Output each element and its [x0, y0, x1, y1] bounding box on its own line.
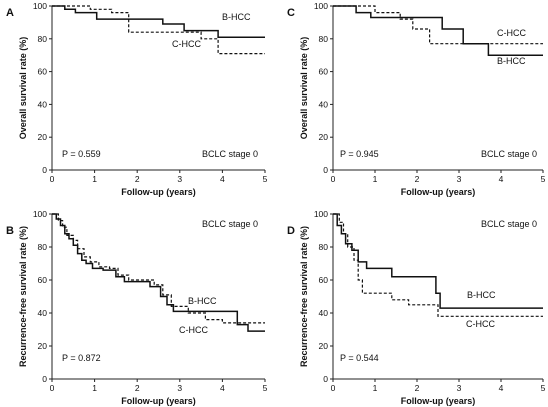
series-label-b-hcc: B-HCC [222, 12, 251, 22]
x-axis-title: Follow-up (years) [121, 187, 196, 197]
x-tick-label: 2 [415, 383, 420, 393]
y-tick-label: 60 [38, 275, 48, 285]
y-axis-title: Overall survival rate (%) [18, 37, 28, 140]
x-tick-label: 2 [415, 174, 420, 184]
panel-letter: D [287, 225, 295, 237]
y-tick-label: 80 [38, 34, 48, 44]
chart-panel-a: A 0 1 2 3 4 5 0 20 40 60 80 100 Follow-up (years) Over… [6, 1, 268, 197]
x-tick-label: 5 [541, 174, 546, 184]
stage-label: BCLC stage 0 [202, 149, 258, 159]
y-tick-label: 40 [38, 99, 48, 109]
y-tick-label: 80 [319, 242, 329, 252]
series-line-c-hcc [333, 214, 543, 316]
series-line-c-hcc [52, 214, 265, 323]
y-tick-label: 80 [38, 242, 48, 252]
series-label-b-hcc: B-HCC [467, 290, 496, 300]
y-tick-label: 40 [319, 99, 329, 109]
x-tick-label: 5 [263, 383, 268, 393]
x-tick-label: 5 [541, 383, 546, 393]
x-axis-title: Follow-up (years) [401, 187, 476, 197]
series-line-c-hcc [333, 6, 543, 44]
y-tick-label: 0 [42, 374, 47, 384]
x-tick-label: 1 [373, 383, 378, 393]
p-value: P = 0.945 [340, 149, 379, 159]
y-tick-label: 60 [319, 275, 329, 285]
series-label-b-hcc: B-HCC [188, 296, 217, 306]
x-tick-label: 2 [135, 383, 140, 393]
y-axis-title: Recurrence-free survival rate (%) [18, 226, 28, 367]
y-tick-label: 0 [323, 374, 328, 384]
panel-letter: A [6, 7, 14, 19]
series-label-c-hcc: C-HCC [172, 39, 201, 49]
p-value: P = 0.559 [62, 149, 101, 159]
x-tick-label: 2 [135, 174, 140, 184]
y-tick-label: 100 [33, 1, 47, 11]
stage-label: BCLC stage 0 [202, 219, 258, 229]
panel-letter: C [287, 7, 295, 19]
x-tick-label: 0 [50, 174, 55, 184]
chart-panel-c: C 0 1 2 3 4 5 0 20 40 60 80 100 Follow-up (years) Over… [287, 1, 546, 197]
y-tick-label: 40 [38, 308, 48, 318]
x-tick-label: 3 [457, 174, 462, 184]
y-tick-label: 100 [33, 209, 47, 219]
series-label-b-hcc: B-HCC [497, 56, 526, 66]
y-tick-label: 20 [38, 341, 48, 351]
panel-letter: B [6, 225, 14, 237]
x-tick-label: 0 [50, 383, 55, 393]
x-tick-label: 1 [92, 383, 97, 393]
series-label-c-hcc: C-HCC [497, 28, 526, 38]
stage-label: BCLC stage 0 [481, 219, 537, 229]
x-tick-label: 1 [92, 174, 97, 184]
x-tick-label: 4 [499, 174, 504, 184]
x-tick-label: 0 [331, 383, 336, 393]
x-tick-label: 0 [331, 174, 336, 184]
y-tick-label: 100 [314, 1, 328, 11]
x-axis-title: Follow-up (years) [121, 396, 196, 406]
series-label-c-hcc: C-HCC [179, 325, 208, 335]
y-tick-label: 20 [38, 132, 48, 142]
x-tick-label: 3 [457, 383, 462, 393]
stage-label: BCLC stage 0 [481, 149, 537, 159]
y-tick-label: 0 [323, 165, 328, 175]
series-label-c-hcc: C-HCC [466, 319, 495, 329]
y-axis-title: Overall survival rate (%) [299, 37, 309, 140]
x-tick-label: 3 [177, 174, 182, 184]
x-tick-label: 4 [220, 174, 225, 184]
y-tick-label: 60 [319, 67, 329, 77]
x-axis-title: Follow-up (years) [401, 396, 476, 406]
y-axis-title: Recurrence-free survival rate (%) [299, 226, 309, 367]
y-tick-label: 0 [42, 165, 47, 175]
y-tick-label: 20 [319, 341, 329, 351]
series-line-b-hcc [52, 214, 265, 331]
chart-panel-b: B 0 1 2 3 4 5 0 20 40 60 80 100 Follow-up (years) Recu… [6, 209, 268, 406]
y-tick-label: 100 [314, 209, 328, 219]
chart-panel-d: D 0 1 2 3 4 5 0 20 40 60 80 100 Follow-up (years) Recu… [287, 209, 546, 406]
x-tick-label: 5 [263, 174, 268, 184]
y-tick-label: 40 [319, 308, 329, 318]
x-tick-label: 4 [499, 383, 504, 393]
x-tick-label: 3 [177, 383, 182, 393]
x-tick-label: 4 [220, 383, 225, 393]
p-value: P = 0.872 [62, 353, 101, 363]
y-tick-label: 20 [319, 132, 329, 142]
y-tick-label: 80 [319, 34, 329, 44]
y-tick-label: 60 [38, 67, 48, 77]
p-value: P = 0.544 [340, 353, 379, 363]
x-tick-label: 1 [373, 174, 378, 184]
